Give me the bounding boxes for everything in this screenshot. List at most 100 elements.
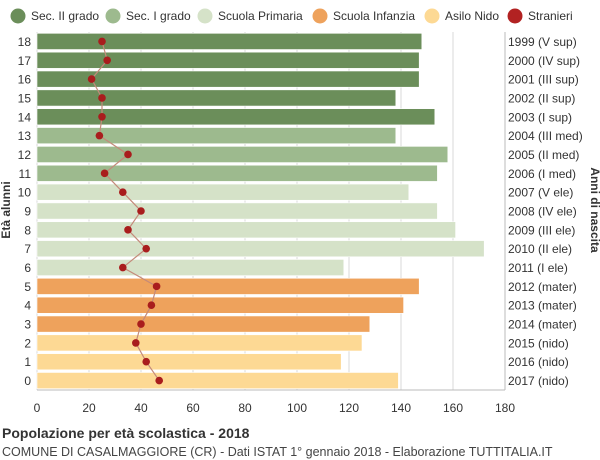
x-tick-label: 180 — [495, 401, 515, 415]
stranieri-point — [142, 244, 150, 253]
birth-year-label: 2017 (nido) — [508, 374, 569, 388]
bar — [36, 164, 438, 182]
stranieri-point — [98, 37, 106, 46]
bar — [36, 372, 399, 389]
chart-title: Popolazione per età scolastica - 2018 — [2, 425, 250, 441]
y-tick-label: 7 — [24, 242, 31, 256]
bar — [36, 221, 456, 239]
birth-year-label: 2002 (II sup) — [508, 91, 575, 105]
x-tick-label: 160 — [443, 401, 463, 415]
legend-label: Sec. I grado — [126, 9, 191, 23]
bar — [36, 51, 420, 69]
legend-marker — [197, 8, 213, 24]
legend-label: Scuola Infanzia — [333, 9, 415, 23]
x-tick-label: 0 — [34, 401, 41, 415]
birth-year-label: 1999 (V sup) — [508, 35, 577, 49]
stranieri-series — [87, 37, 163, 385]
stranieri-point — [124, 150, 132, 159]
legend-label: Asilo Nido — [445, 9, 499, 23]
legend-marker — [105, 8, 121, 24]
y-tick-label: 18 — [18, 35, 32, 49]
y-tick-label: 10 — [18, 186, 32, 200]
birth-year-label: 2006 (I med) — [508, 167, 576, 181]
stranieri-point — [132, 339, 140, 347]
bar — [36, 108, 436, 126]
bar — [36, 183, 410, 201]
x-tick-label: 140 — [391, 401, 411, 415]
birth-year-label: 2011 (I ele) — [508, 261, 568, 275]
y-tick-label: 15 — [18, 91, 32, 105]
birth-year-label: 2010 (II ele) — [508, 242, 572, 256]
stranieri-point — [142, 357, 150, 366]
bar — [36, 353, 342, 371]
y-tick-label: 2 — [24, 336, 31, 350]
bar — [36, 127, 397, 145]
birth-year-labels: 1999 (V sup) 2000 (IV sup) 2001 (III sup) 2… — [508, 35, 583, 388]
legend-marker — [312, 8, 328, 24]
stranieri-point — [124, 226, 132, 234]
y-tick-label: 5 — [24, 280, 31, 294]
bar — [36, 70, 420, 88]
bar — [36, 277, 420, 295]
legend-marker — [424, 8, 440, 24]
legend-marker — [10, 8, 26, 24]
stranieri-point — [103, 56, 111, 65]
birth-year-label: 2016 (nido) — [508, 355, 569, 369]
x-tick-label: 100 — [287, 401, 307, 415]
chart: Sec. II grado Sec. I grado Scuola Primaria… — [0, 8, 600, 415]
bar — [36, 296, 404, 314]
y-tick-label: 13 — [18, 129, 32, 143]
birth-year-label: 2009 (III ele) — [508, 223, 575, 237]
bar — [36, 89, 397, 107]
y-axis-label-right: Anni di nascita — [588, 167, 600, 253]
birth-year-label: 2014 (mater) — [508, 318, 577, 332]
y-tick-label: 12 — [18, 148, 32, 162]
x-tick-label: 120 — [339, 401, 359, 415]
birth-year-label: 2000 (IV sup) — [508, 54, 580, 68]
y-tick-label: 17 — [18, 54, 32, 68]
y-axis-label: Età alunni — [0, 181, 13, 238]
y-tick-label: 16 — [18, 73, 32, 87]
bar — [36, 202, 438, 220]
x-tick-label: 60 — [186, 401, 200, 415]
y-tick-label: 3 — [24, 318, 31, 332]
legend: Sec. II grado Sec. I grado Scuola Primaria… — [10, 8, 573, 24]
y-tick-label: 14 — [18, 110, 32, 124]
x-tick-label: 20 — [82, 401, 96, 415]
stranieri-point — [87, 75, 96, 83]
x-tick-label: 40 — [134, 401, 148, 415]
birth-year-label: 2003 (I sup) — [508, 110, 572, 124]
birth-year-label: 2008 (IV ele) — [508, 205, 577, 219]
legend-label: Stranieri — [528, 9, 573, 23]
chart-subtitle: COMUNE DI CASALMAGGIORE (CR) - Dati ISTA… — [2, 445, 553, 459]
birth-year-label: 2015 (nido) — [508, 336, 569, 350]
y-tick-label: 4 — [24, 299, 31, 313]
stranieri-point — [147, 301, 156, 310]
bar — [36, 334, 363, 352]
birth-year-label: 2013 (mater) — [508, 299, 577, 313]
stranieri-point — [155, 376, 163, 385]
bar — [36, 146, 449, 163]
stranieri-point — [119, 263, 127, 272]
birth-year-label: 2001 (III sup) — [508, 73, 579, 87]
stranieri-point — [119, 188, 127, 196]
bar — [36, 33, 423, 50]
bar — [36, 259, 345, 276]
stranieri-point — [137, 207, 145, 215]
birth-year-label: 2005 (II med) — [508, 148, 579, 162]
birth-year-label: 2012 (mater) — [508, 280, 577, 294]
legend-label: Sec. II grado — [31, 9, 99, 23]
legend-label: Scuola Primaria — [218, 9, 303, 23]
birth-year-label: 2007 (V ele) — [508, 186, 573, 200]
y-tick-label: 6 — [24, 261, 31, 275]
birth-year-label: 2004 (III med) — [508, 129, 583, 143]
x-tick-labels: 0 20 40 60 80 100 120 140 160 180 — [34, 401, 516, 415]
stranieri-point — [98, 94, 106, 102]
y-tick-label: 1 — [24, 355, 31, 369]
stranieri-point — [100, 169, 109, 178]
bar — [36, 315, 371, 333]
y-tick-label: 9 — [24, 205, 31, 219]
y-tick-label: 8 — [24, 223, 31, 237]
bars — [36, 33, 485, 389]
